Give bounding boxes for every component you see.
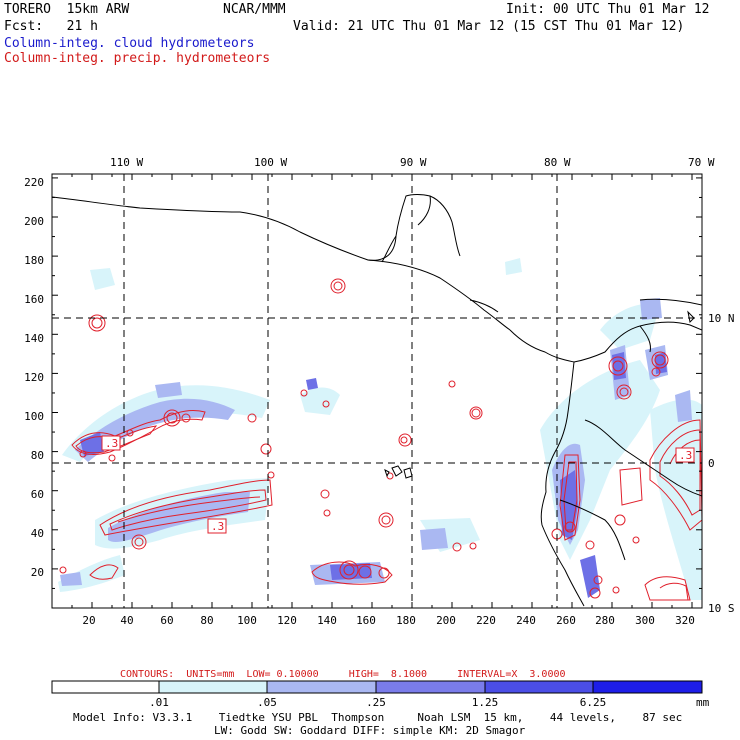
lon-label: 90 W [400,156,427,169]
model-info-line1: Model Info: V3.3.1 Tiedtke YSU PBL Thomp… [73,711,683,724]
x-tick-label: 300 [635,614,655,627]
contour-label: .3 [211,520,224,533]
y-tick-label: 160 [24,293,44,306]
y-tick-label: 220 [24,176,44,189]
scale-label: .25 [366,696,386,709]
model-title: TORERO 15km ARW [4,2,130,17]
x-tick-label: 100 [237,614,257,627]
lat-label: 0 [708,457,715,470]
forecast-hour: Fcst: 21 h [4,19,98,34]
x-tick-label: 160 [356,614,376,627]
contour-info: CONTOURS: UNITS=mm LOW= 0.10000 HIGH= 8.… [120,669,566,680]
scale-swatch [159,681,267,693]
y-tick-label: 200 [24,215,44,228]
scale-label: .05 [257,696,277,709]
map-frame [51,173,703,609]
x-tick-label: 320 [675,614,695,627]
cloud-shading [58,258,702,600]
x-tick-label: 220 [476,614,496,627]
init-time: Init: 00 UTC Thu 01 Mar 12 [506,2,710,17]
lon-label: 110 W [110,156,143,169]
scale-label: 6.25 [580,696,607,709]
contour-label-boxes [101,435,695,534]
x-tick-label: 60 [160,614,173,627]
coastlines [52,194,702,607]
contour-label: .3 [679,449,692,462]
legend-precip-hydrometeors: Column-integ. precip. hydrometeors [4,51,271,66]
scale-swatch [52,681,159,693]
y-tick-label: 180 [24,254,44,267]
x-tick-label: 120 [277,614,297,627]
x-tick-label: 40 [120,614,133,627]
axis-ticks [52,174,702,608]
scale-swatch [485,681,593,693]
x-tick-label: 20 [82,614,95,627]
contour-labels: .3 .3 .3 [105,437,692,533]
lat-label: 10 S [708,602,735,615]
x-tick-label: 140 [317,614,337,627]
y-tick-label: 60 [31,488,44,501]
valid-time: Valid: 21 UTC Thu 01 Mar 12 (15 CST Thu … [293,19,685,34]
model-info-line2: LW: Godd SW: Goddard DIFF: simple KM: 2D… [214,724,526,737]
axis-labels: 110 W 100 W 90 W 80 W 70 W 10 N 0 10 S 2… [24,156,734,627]
y-tick-label: 100 [24,410,44,423]
lon-label: 70 W [688,156,715,169]
legend-cloud-hydrometeors: Column-integ. cloud hydrometeors [4,36,255,51]
color-scale-bar [51,680,703,694]
field-layer [52,174,702,608]
scale-swatch [593,681,702,693]
x-tick-label: 280 [595,614,615,627]
x-tick-label: 200 [436,614,456,627]
scale-units: mm [696,696,710,709]
lat-label: 10 N [708,312,735,325]
scale-labels: .01 .05 .25 1.25 6.25 mm [149,696,710,709]
x-tick-label: 260 [556,614,576,627]
contour-label: .3 [105,437,118,450]
y-tick-label: 120 [24,371,44,384]
x-tick-label: 240 [516,614,536,627]
x-tick-label: 180 [396,614,416,627]
scale-swatch [267,681,376,693]
lon-label: 100 W [254,156,287,169]
scale-label: 1.25 [472,696,499,709]
scale-swatch [376,681,485,693]
precip-contours [59,278,702,601]
scale-label: .01 [149,696,169,709]
y-tick-label: 80 [31,449,44,462]
x-tick-label: 80 [200,614,213,627]
y-tick-label: 40 [31,527,44,540]
y-tick-label: 20 [31,566,44,579]
y-tick-label: 140 [24,332,44,345]
organization-label: NCAR/MMM [223,2,286,17]
lon-label: 80 W [544,156,571,169]
latlon-grid [52,174,702,608]
